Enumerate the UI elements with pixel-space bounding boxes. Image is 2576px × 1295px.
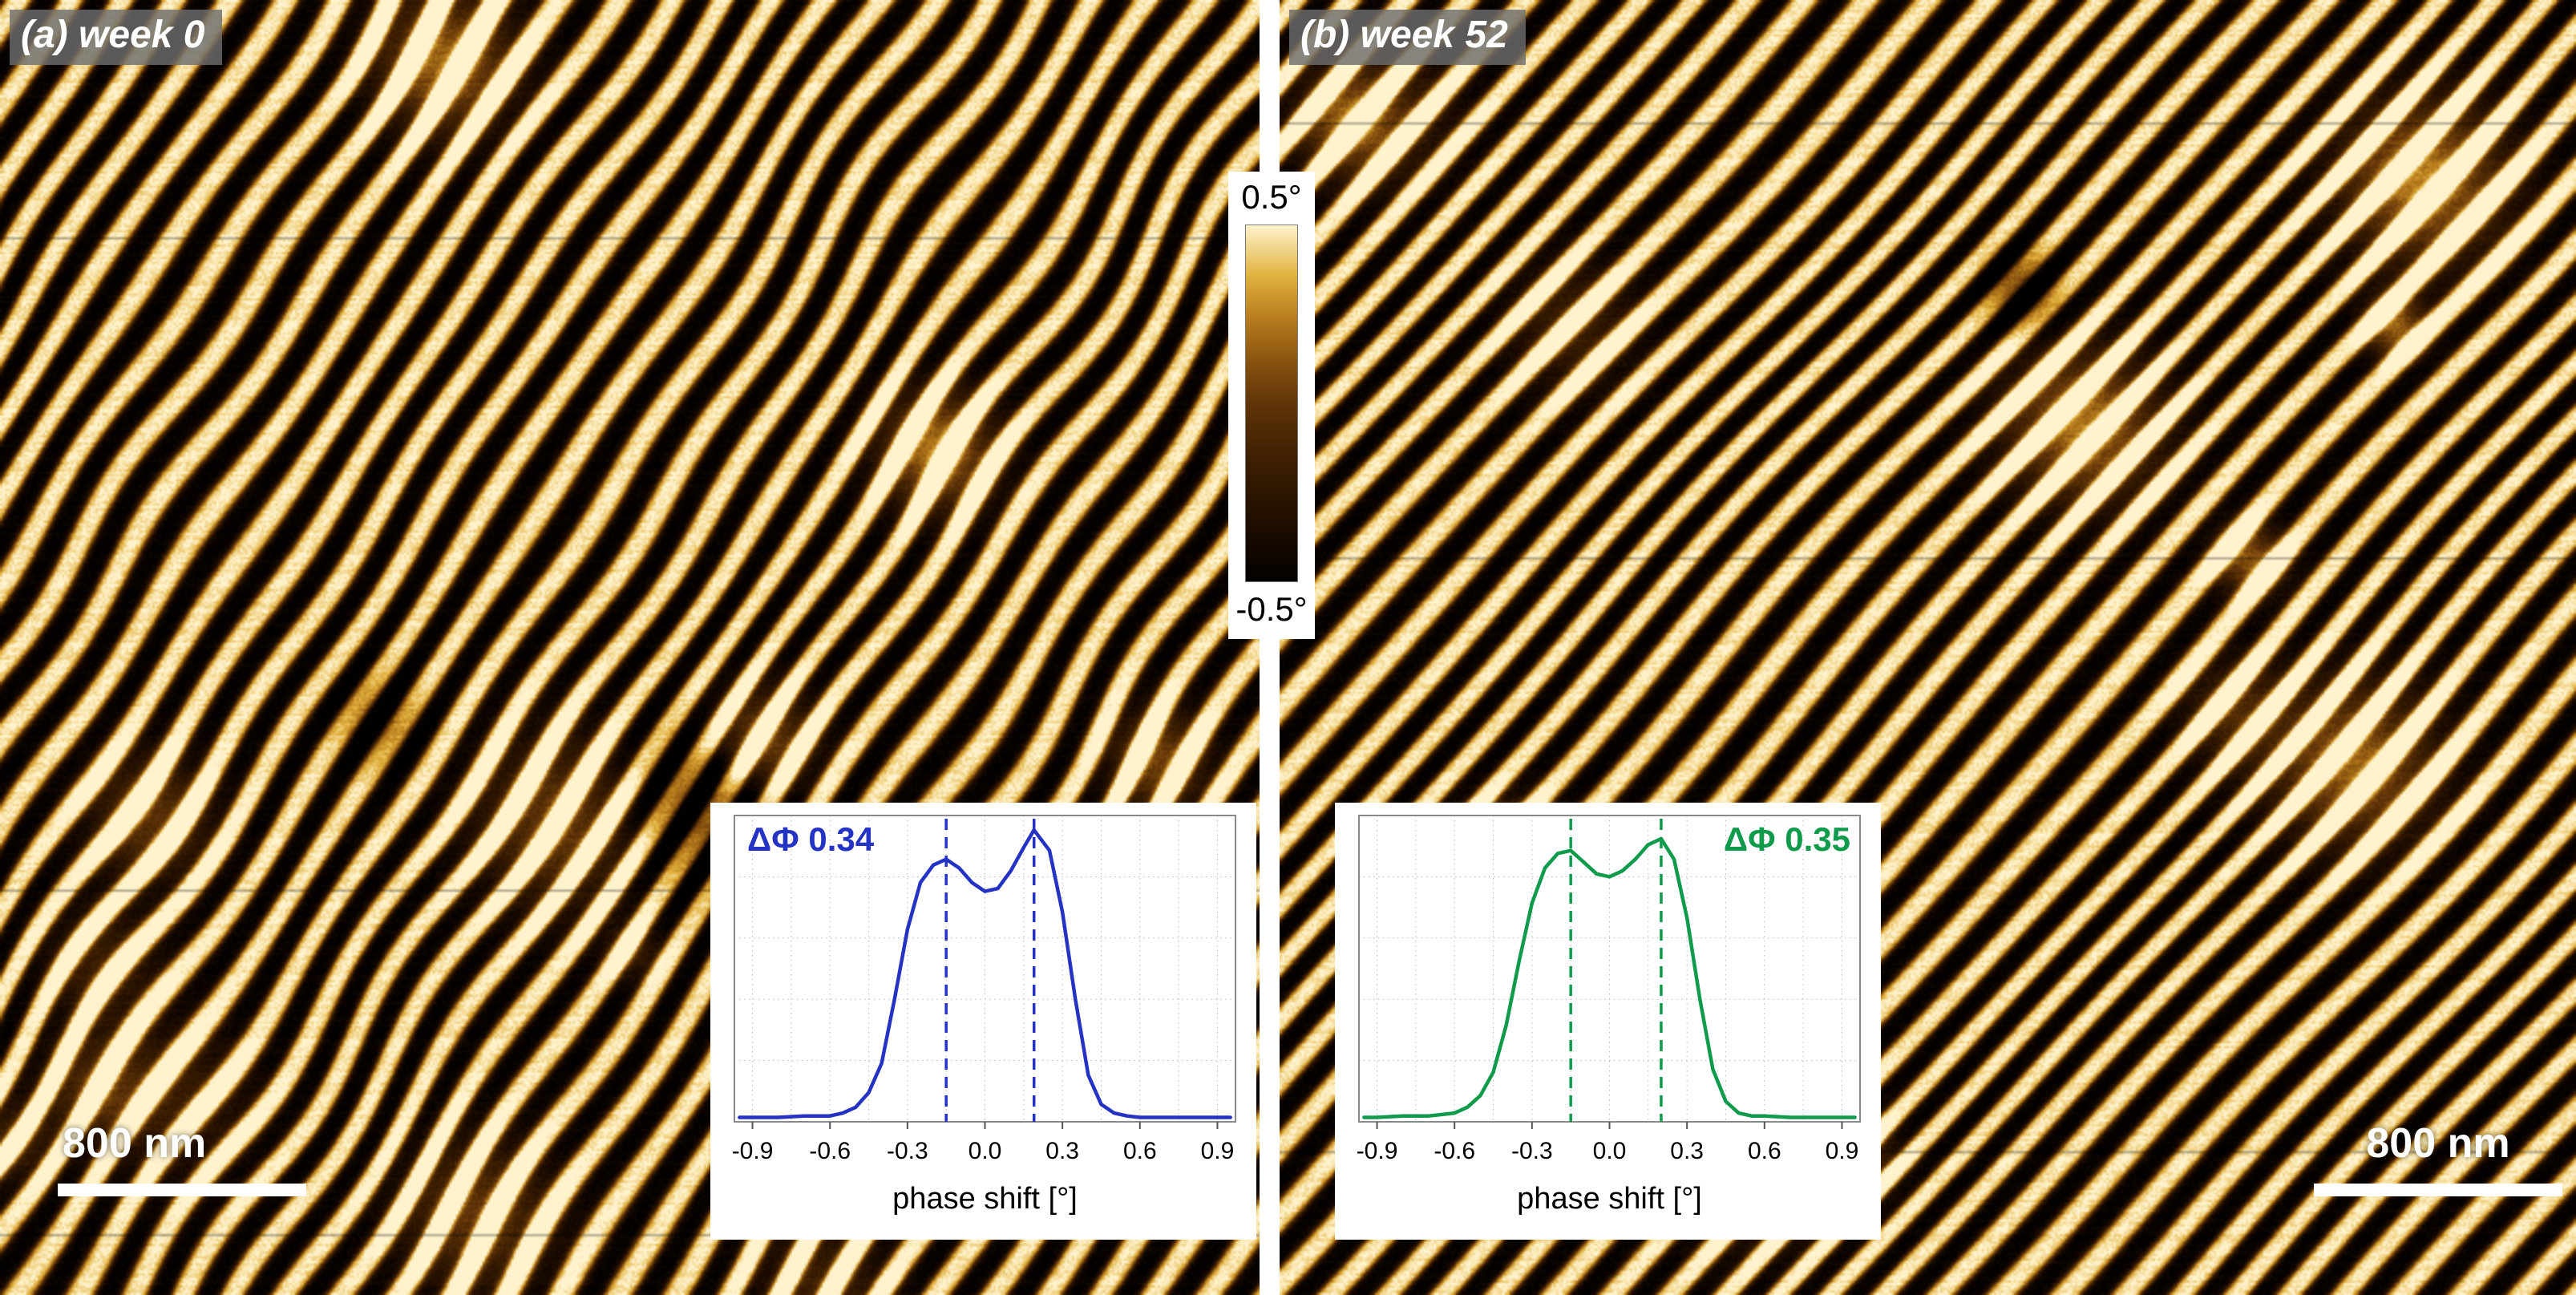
scale-bar-b: 800 nm	[2314, 1119, 2562, 1196]
phase-histogram-week52: -0.9 -0.6 -0.3 0.0 0.3 0.6 0.9 phase shift [°] Δ…	[1335, 803, 1881, 1240]
panel-label-b: (b) week 52	[1289, 10, 1526, 65]
svg-text:-0.3: -0.3	[887, 1138, 928, 1164]
svg-text:ΔΦ 0.34: ΔΦ 0.34	[747, 820, 875, 858]
svg-text:0.3: 0.3	[1670, 1138, 1704, 1164]
scale-bar-label-b: 800 nm	[2366, 1120, 2510, 1167]
svg-text:-0.9: -0.9	[732, 1138, 774, 1164]
colorbar-min-label: -0.5°	[1235, 590, 1308, 629]
svg-text:phase shift [°]: phase shift [°]	[892, 1182, 1078, 1216]
scale-bar-a: 800 nm	[58, 1119, 306, 1196]
afm-panel-week0: (a) week 0 800 nm	[0, 0, 1260, 1295]
svg-text:0.9: 0.9	[1826, 1138, 1859, 1164]
colorbar-max-label: 0.5°	[1241, 178, 1302, 216]
panel-label-a: (a) week 0	[10, 10, 223, 65]
svg-text:-0.3: -0.3	[1511, 1138, 1553, 1164]
histogram-inset-week52: -0.9 -0.6 -0.3 0.0 0.3 0.6 0.9 phase shift [°] Δ…	[1335, 803, 1881, 1240]
svg-text:0.9: 0.9	[1201, 1138, 1235, 1164]
svg-text:-0.9: -0.9	[1357, 1138, 1398, 1164]
histogram-inset-week0: -0.9 -0.6 -0.3 0.0 0.3 0.6 0.9 phase shift [°] Δ…	[710, 803, 1256, 1240]
svg-text:-0.6: -0.6	[1434, 1138, 1475, 1164]
scale-bar-label-a: 800 nm	[63, 1120, 207, 1167]
svg-text:0.6: 0.6	[1123, 1138, 1157, 1164]
svg-text:-0.6: -0.6	[809, 1138, 851, 1164]
svg-text:phase shift [°]: phase shift [°]	[1517, 1182, 1702, 1216]
scale-bar-line-a	[58, 1184, 306, 1196]
svg-text:0.6: 0.6	[1748, 1138, 1781, 1164]
colorbar-gradient	[1245, 225, 1298, 583]
svg-text:0.3: 0.3	[1045, 1138, 1079, 1164]
scale-bar-line-b	[2314, 1184, 2562, 1196]
phase-histogram-week0: -0.9 -0.6 -0.3 0.0 0.3 0.6 0.9 phase shift [°] Δ…	[710, 803, 1256, 1240]
colorbar: 0.5° -0.5°	[1228, 172, 1315, 639]
svg-text:0.0: 0.0	[969, 1138, 1002, 1164]
svg-text:0.0: 0.0	[1593, 1138, 1627, 1164]
svg-text:ΔΦ 0.35: ΔΦ 0.35	[1724, 820, 1850, 858]
